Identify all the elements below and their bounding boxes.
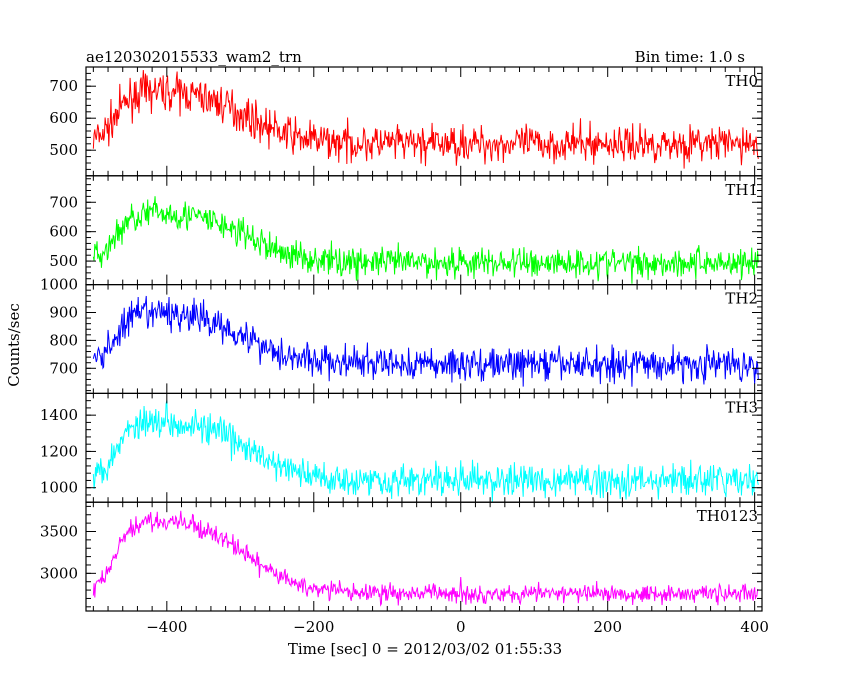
panel-frame — [85, 66, 763, 177]
y-axis-label: Counts/sec — [5, 303, 23, 387]
x-tick-label: 200 — [593, 618, 622, 636]
x-tick-label: 0 — [456, 618, 466, 636]
y-tick-label: 1400 — [40, 406, 78, 424]
series-line-th2 — [92, 295, 759, 387]
series-line-th0 — [92, 69, 759, 169]
y-tick-label: 500 — [49, 252, 78, 270]
panel-label-th3: TH3 — [725, 398, 758, 416]
x-axis-label: Time [sec] 0 = 2012/03/02 01:55:33 — [288, 640, 562, 658]
x-tick-label: 400 — [740, 618, 769, 636]
series-line-th3 — [92, 400, 759, 502]
y-tick-label: 700 — [49, 77, 78, 95]
panel-label-th0123: TH0123 — [697, 507, 758, 525]
panel-frame — [85, 284, 763, 395]
panel-label-th1: TH1 — [725, 181, 758, 199]
x-tick-label: −400 — [146, 618, 187, 636]
bin-time-label: Bin time: 1.0 s — [635, 48, 745, 66]
y-tick-label: 1000 — [40, 276, 78, 294]
x-tick-label: −200 — [293, 618, 334, 636]
y-tick-label: 800 — [49, 331, 78, 349]
y-tick-label: 1000 — [40, 479, 78, 497]
plot-title: ae120302015533_wam2_trn — [86, 48, 302, 66]
y-tick-label: 600 — [49, 109, 78, 127]
y-tick-label: 600 — [49, 223, 78, 241]
y-tick-label: 3500 — [40, 522, 78, 540]
panel-label-th0: TH0 — [725, 72, 758, 90]
y-tick-label: 700 — [49, 359, 78, 377]
y-tick-label: 700 — [49, 193, 78, 211]
y-tick-label: 900 — [49, 303, 78, 321]
series-line-th1 — [92, 196, 759, 284]
series-line-th0123 — [92, 510, 759, 607]
y-tick-label: 500 — [49, 141, 78, 159]
y-tick-label: 3000 — [40, 564, 78, 582]
panel-label-th2: TH2 — [725, 290, 758, 308]
y-tick-label: 1200 — [40, 442, 78, 460]
panels-group: 500 600 700 TH0 500 600 700 TH1 700 800 900 1000 TH2… — [40, 66, 769, 636]
